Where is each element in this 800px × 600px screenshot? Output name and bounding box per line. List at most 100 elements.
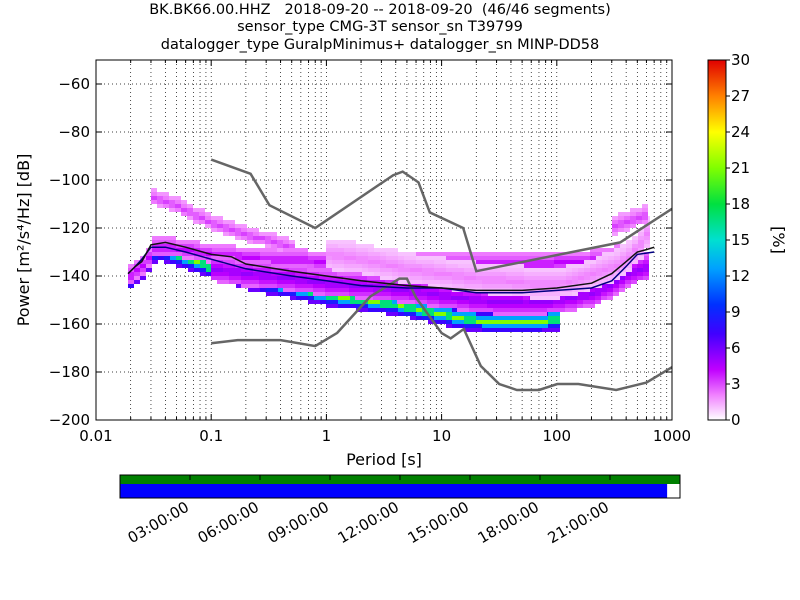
heatmap-cell [289,264,295,268]
heatmap-cell [265,284,271,288]
heatmap-cell [643,264,649,268]
heatmap-cell [260,252,266,256]
heatmap-cell [542,296,548,300]
heatmap-cell [295,272,301,276]
heatmap-cell [548,288,554,292]
heatmap-cell [236,248,242,252]
heatmap-cell [482,320,488,324]
heatmap-cell [182,240,188,244]
heatmap-cell [230,252,236,256]
heatmap-cell [271,268,277,272]
heatmap-cell [446,308,452,312]
heatmap-cell [536,268,542,272]
heatmap-cell [313,276,319,280]
heatmap-cell [386,256,392,260]
heatmap-cell [217,268,223,272]
heatmap-cell [266,292,272,296]
heatmap-cell [362,268,368,272]
heatmap-cell [523,308,529,312]
heatmap-cell [187,208,193,212]
heatmap-cell [584,284,590,288]
heatmap-cell [596,264,602,268]
heatmap-cell [632,240,638,244]
heatmap-cell [644,240,650,244]
heatmap-cell [385,288,391,292]
heatmap-cell [211,264,217,268]
heatmap-cell [494,260,500,264]
heatmap-cell [494,320,500,324]
heatmap-cell [205,216,211,220]
heatmap-cell [451,304,457,308]
heatmap-cell [349,284,355,288]
heatmap-cell [307,280,313,284]
heatmap-cell [536,292,542,296]
heatmap-cell [530,328,536,332]
heatmap-cell [254,288,260,292]
heatmap-cell [224,248,230,252]
heatmap-cell [314,264,320,268]
heatmap-cell [612,232,618,236]
heatmap-cell [259,272,265,276]
heatmap-cell [422,256,428,260]
heatmap-cell [618,216,624,220]
heatmap-cell [229,272,235,276]
heatmap-cell [452,284,458,288]
heatmap-cell [349,288,355,292]
heatmap-cell [211,276,217,280]
heatmap-cell [511,300,517,304]
heatmap-cell [589,304,595,308]
heatmap-cell [247,236,253,240]
heatmap-cell [386,252,392,256]
heatmap-cell [374,308,380,312]
heatmap-cell [289,288,295,292]
heatmap-cell [542,288,548,292]
heatmap-cell [530,284,536,288]
heatmap-cell [326,252,332,256]
heatmap-cell [211,256,217,260]
heatmap-cell [391,288,397,292]
heatmap-cell [470,268,476,272]
heatmap-cell [217,224,223,228]
heatmap-cell [326,248,332,252]
heatmap-cell [590,260,596,264]
heatmap-cell [296,252,302,256]
time-tick-label: 21:00:00 [545,498,612,547]
heatmap-cell [284,256,290,260]
heatmap-cell [642,220,648,224]
heatmap-cell [265,236,271,240]
heatmap-cell [607,296,613,300]
heatmap-cell [326,244,332,248]
heatmap-cell [302,292,308,296]
heatmap-cell [188,268,194,272]
heatmap-cell [128,284,134,288]
heatmap-cell [506,252,512,256]
heatmap-cell [247,276,253,280]
heatmap-cell [392,248,398,252]
heatmap-cell [301,264,307,268]
heatmap-cell [223,232,229,236]
heatmap-cell [164,248,170,252]
heatmap-cell [451,300,457,304]
heatmap-cell [512,260,518,264]
heatmap-cell [445,300,451,304]
heatmap-cell [554,296,560,300]
heatmap-cell [271,280,277,284]
heatmap-cell [302,296,308,300]
heatmap-cell [446,280,452,284]
heatmap-cell [350,248,356,252]
heatmap-cell [217,228,223,232]
heatmap-cell [326,240,332,244]
heatmap-cell [356,252,362,256]
heatmap-cell [608,276,614,280]
heatmap-cell [235,272,241,276]
heatmap-cell [637,276,643,280]
heatmap-cell [229,220,235,224]
heatmap-cell [386,264,392,268]
heatmap-cell [488,256,494,260]
heatmap-cell [463,304,469,308]
heatmap-cell [464,316,470,320]
heatmap-cell [524,280,530,284]
heatmap-cell [488,320,494,324]
heatmap-cell [458,272,464,276]
heatmap-cell [386,312,392,316]
